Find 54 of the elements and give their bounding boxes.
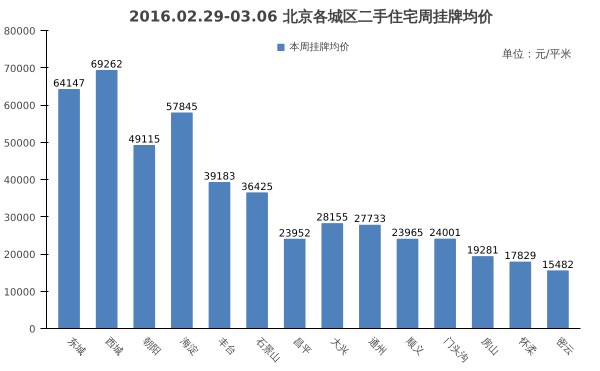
x-tick-label: 门头沟: [441, 334, 471, 365]
data-label: 19281: [466, 246, 499, 257]
y-tick-label: 50000: [4, 138, 36, 150]
x-tick-label: 丰台: [216, 334, 238, 358]
x-tick-label: 密云: [554, 334, 577, 358]
y-tick-label: 0: [29, 324, 36, 336]
bar: [359, 224, 381, 328]
data-label: 17829: [504, 251, 536, 262]
data-label: 36425: [241, 182, 273, 193]
x-tick-label: 石景山: [253, 334, 283, 365]
bar: [547, 270, 569, 328]
x-tick-label: 西城: [102, 334, 126, 358]
data-label: 23965: [392, 228, 424, 240]
x-tick-label: 昌平: [290, 336, 313, 358]
data-label: 69262: [90, 60, 123, 70]
x-tick-label: 怀柔: [516, 334, 540, 358]
x-tick-label: 房山: [478, 334, 502, 358]
x-tick-label: 东城: [65, 334, 88, 358]
y-tick-label: 60000: [4, 101, 36, 112]
bar: [509, 262, 532, 328]
x-tick-label: 顺义: [404, 334, 426, 358]
bar: [133, 145, 156, 328]
data-label: 28155: [316, 212, 348, 224]
data-label: 57845: [166, 102, 198, 114]
bar: [472, 256, 494, 328]
y-tick-label: 20000: [4, 250, 36, 261]
x-tick-label: 大兴: [328, 334, 352, 358]
bar: [434, 238, 456, 328]
bar: [96, 70, 118, 328]
y-tick-label: 80000: [4, 26, 36, 38]
y-tick-label: 10000: [4, 287, 36, 298]
data-label: 15482: [542, 260, 574, 271]
y-tick-label: 70000: [4, 64, 36, 75]
data-label: 49115: [128, 134, 160, 146]
y-tick-label: 30000: [4, 212, 36, 224]
annotation: 单位：元/平米: [502, 48, 572, 60]
y-tick-label: 40000: [4, 176, 36, 186]
bar: [396, 238, 418, 328]
data-label: 39183: [204, 172, 236, 183]
bar: [171, 112, 193, 328]
bar: [321, 223, 344, 328]
data-label: 24001: [429, 228, 462, 240]
chart-title: 2016.02.29-03.06 北京各城区二手住宅周挂牌均价: [128, 8, 494, 26]
bar: [284, 238, 306, 328]
legend-label: 本周挂牌均价: [290, 40, 350, 54]
data-label: 64147: [53, 78, 85, 90]
data-label: 27733: [354, 214, 386, 226]
x-tick-label: 通州: [366, 334, 389, 358]
bar: [58, 89, 80, 328]
bar: [246, 192, 268, 328]
x-tick-label: 朝阳: [140, 334, 164, 358]
x-tick-label: 海淀: [178, 334, 201, 358]
data-label: 23952: [278, 228, 311, 240]
bar: [208, 182, 230, 328]
